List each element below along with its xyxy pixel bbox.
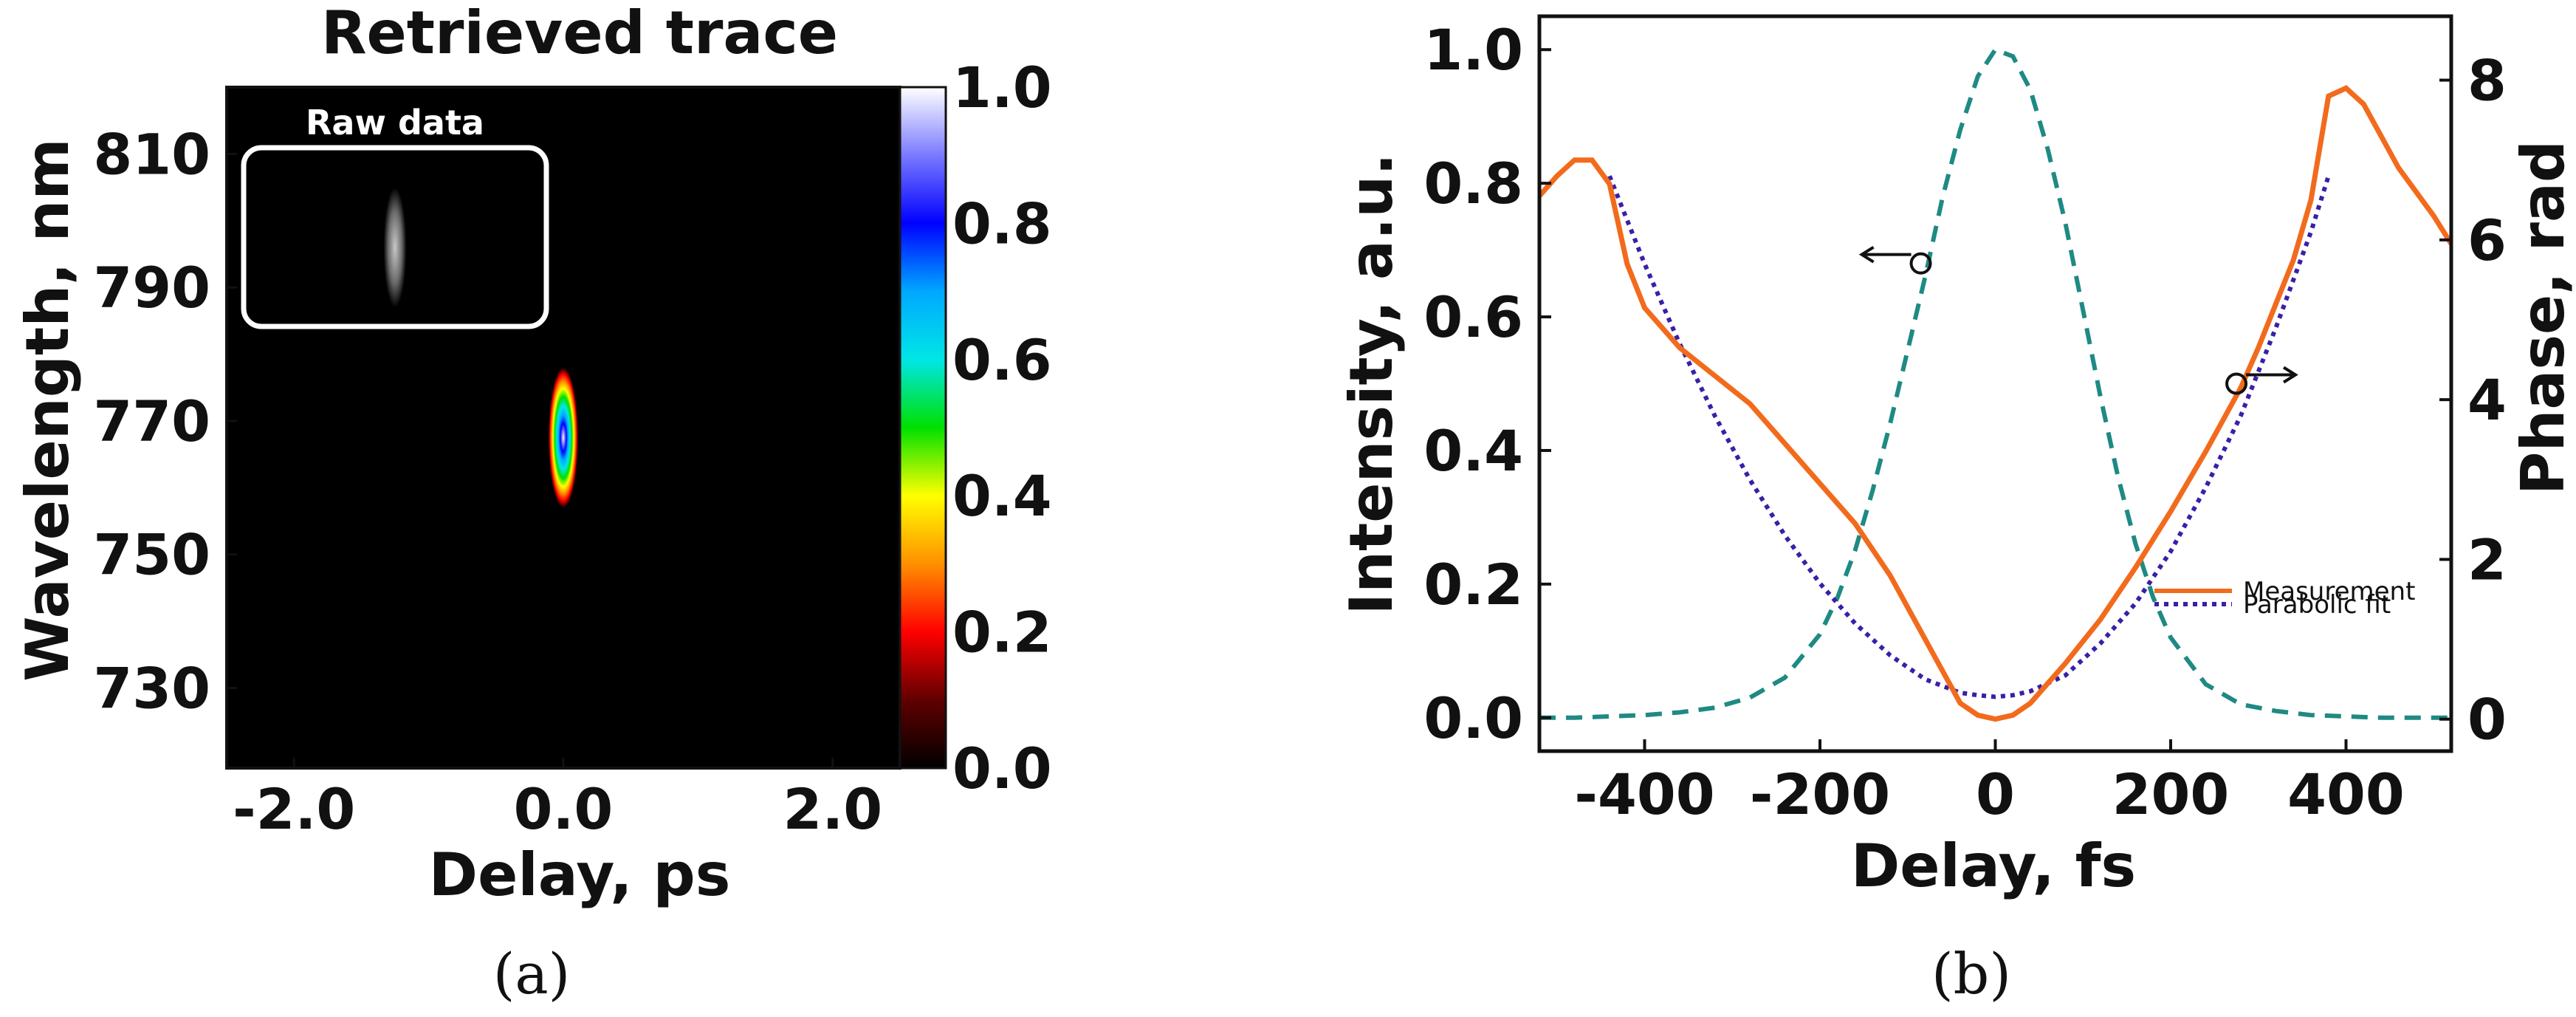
annotation-circle <box>2225 372 2248 395</box>
phase-y2-tick-label: 0 <box>2467 687 2507 753</box>
trace-x-tick-label: 2.0 <box>783 776 882 842</box>
phase-y2-tick-label: 8 <box>2467 48 2507 114</box>
colorbar <box>899 86 947 770</box>
legend: Measurement Parabolic fit <box>2154 577 2415 620</box>
panel-label-a: (a) <box>493 941 571 1007</box>
phase-y2-tick-label: 6 <box>2467 208 2507 273</box>
phase-x-tick-label: 200 <box>2112 761 2230 827</box>
panel-b: -400 -200 0 200 400 0.0 0.2 0.4 0.6 0.8 1.0 0 2 4 6 8… <box>1337 14 2576 1007</box>
intensity-y-tick-label: 0.4 <box>1423 418 1523 484</box>
phase-ylabel: Phase, rad <box>2509 140 2576 495</box>
phase-axis-arrow <box>2225 366 2298 395</box>
intensity-y-tick-label: 1.0 <box>1423 17 1523 83</box>
trace-y-tick-label: 810 <box>93 121 210 187</box>
phase-x-tick-label: 400 <box>2287 761 2405 827</box>
trace-ylabel: Wavelength, nm <box>13 138 82 681</box>
colorbar-tick-label: 0.4 <box>952 463 1052 529</box>
phase-xlabel: Delay, fs <box>1851 832 2136 900</box>
legend-measurement-label: Measurement <box>2243 577 2415 606</box>
trace-y-tick-label: 750 <box>93 522 210 588</box>
intensity-ylabel: Intensity, a.u. <box>1337 153 1406 614</box>
trace-x-tick-label: -2.0 <box>233 776 355 842</box>
phase-y2-tick-label: 2 <box>2467 527 2507 592</box>
phase-axes-frame <box>1537 14 2453 753</box>
measurement-line <box>1539 85 2451 722</box>
raw-data-inset-frame <box>241 145 549 329</box>
phase-x-tick-label: -200 <box>1750 761 1890 827</box>
intensity-y-tick-label: 0.6 <box>1423 284 1523 350</box>
panel-label-b: (b) <box>1931 941 2011 1007</box>
trace-x-ticks: -2.0 0.0 2.0 <box>233 758 882 842</box>
annotation-circle <box>1909 252 1932 275</box>
intensity-y-tick-label: 0.0 <box>1423 685 1523 751</box>
parabolic-fit-line <box>1607 175 2331 699</box>
trace-y-tick-label: 790 <box>93 255 210 321</box>
phase-x-tick-label: -400 <box>1574 761 1714 827</box>
panel-a-title: Retrieved trace <box>321 0 838 67</box>
trace-x-tick-label: 0.0 <box>514 776 614 842</box>
panel-a: Retrieved trace Raw data -2.0 0.0 2.0 7307… <box>13 0 1052 1007</box>
intensity-y-tick-label: 0.2 <box>1423 552 1523 617</box>
annotation-arrow-head <box>2283 366 2298 384</box>
raw-data-spot <box>383 187 407 308</box>
intensity-axis-arrow <box>1858 245 1932 275</box>
intensity-y-tick-label: 0.8 <box>1423 151 1523 216</box>
trace-y-ticks: 730 750 770 790 810 <box>93 121 237 722</box>
colorbar-tick-label: 0.2 <box>952 600 1052 665</box>
colorbar-tick-label: 1.0 <box>952 55 1052 120</box>
trace-y-tick-label: 770 <box>93 388 210 454</box>
colorbar-tick-label: 0.6 <box>952 327 1052 393</box>
trace-y-tick-label: 730 <box>93 656 210 722</box>
colorbar-ticks: 0.0 0.2 0.4 0.6 0.8 1.0 <box>952 55 1052 801</box>
trace-xlabel: Delay, ps <box>429 840 731 909</box>
phase-y2-ticks: 0 2 4 6 8 <box>2439 48 2507 753</box>
raw-data-label: Raw data <box>306 103 484 143</box>
colorbar-tick-label: 0.8 <box>952 191 1052 256</box>
phase-x-ticks: -400 -200 0 200 400 <box>1574 739 2405 827</box>
trace-spot <box>548 367 579 508</box>
phase-x-tick-label: 0 <box>1976 761 2015 827</box>
intensity-y-ticks: 0.0 0.2 0.4 0.6 0.8 1.0 <box>1423 17 1551 751</box>
phase-y2-tick-label: 4 <box>2467 367 2507 433</box>
annotation-arrow-head <box>1858 245 1875 264</box>
colorbar-tick-label: 0.0 <box>952 736 1052 801</box>
legend-parabolic-fit-label: Parabolic fit <box>2243 590 2391 620</box>
